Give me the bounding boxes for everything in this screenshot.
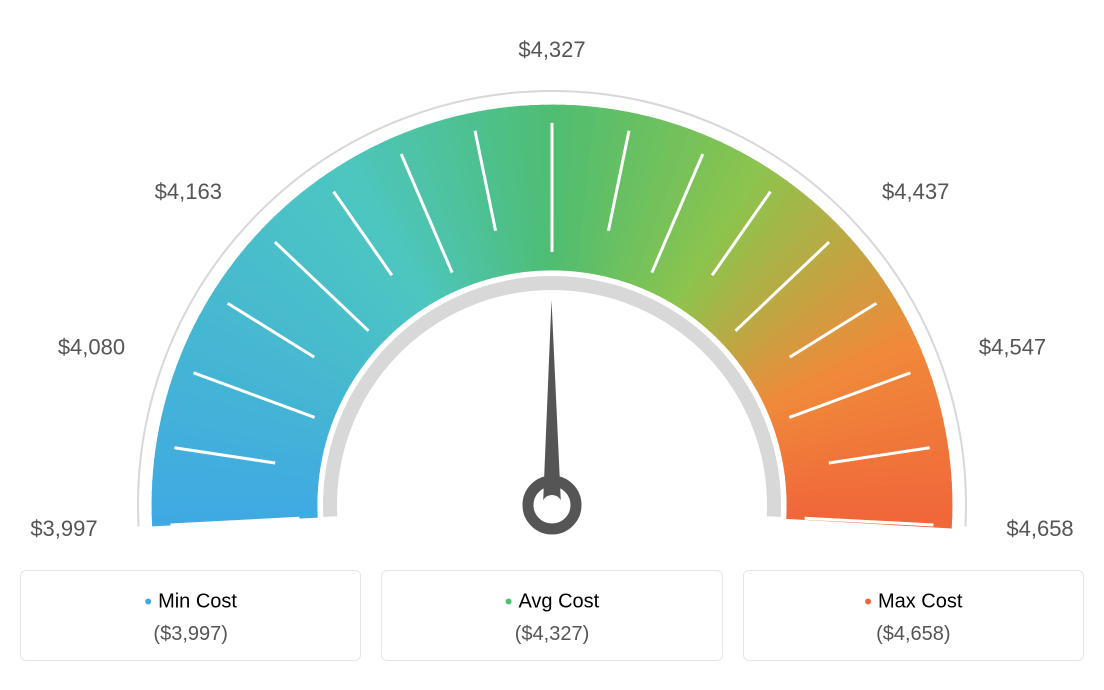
legend-avg-title: •Avg Cost [392, 589, 711, 615]
legend-avg-value: ($4,327) [392, 623, 711, 646]
svg-text:$4,547: $4,547 [979, 335, 1046, 360]
svg-text:$4,163: $4,163 [155, 179, 222, 204]
legend-max-card: • Max Cost ($4,658) [743, 570, 1084, 661]
legend-min-label: Min Cost [158, 590, 237, 612]
dot-icon: • [864, 589, 872, 614]
svg-text:$3,997: $3,997 [30, 516, 97, 541]
legend-avg-label: Avg Cost [518, 590, 599, 612]
svg-text:$4,658: $4,658 [1006, 516, 1073, 541]
legend-max-title: • Max Cost [754, 589, 1073, 615]
gauge-chart-container: $3,997 $4,080 $4,163 $4,327 $4,437 $4,547 $4,6… [20, 20, 1084, 661]
legend-min-card: • Min Cost ($3,997) [20, 570, 361, 661]
legend-max-value: ($4,658) [754, 623, 1073, 646]
dot-icon: • [144, 589, 152, 614]
legend-min-value: ($3,997) [31, 623, 350, 646]
legend-avg-card: •Avg Cost ($4,327) [381, 570, 722, 661]
legend-min-title: • Min Cost [31, 589, 350, 615]
svg-text:$4,080: $4,080 [58, 335, 125, 360]
legend-max-label: Max Cost [878, 590, 962, 612]
dot-icon: • [505, 589, 513, 614]
gauge: $3,997 $4,080 $4,163 $4,327 $4,437 $4,547 $4,6… [20, 20, 1084, 560]
svg-text:$4,327: $4,327 [518, 37, 585, 62]
svg-text:$4,437: $4,437 [882, 179, 949, 204]
legend-row: •Min Cost ($3,997) •Avg Cost ($4,327) •M… [20, 570, 1084, 661]
